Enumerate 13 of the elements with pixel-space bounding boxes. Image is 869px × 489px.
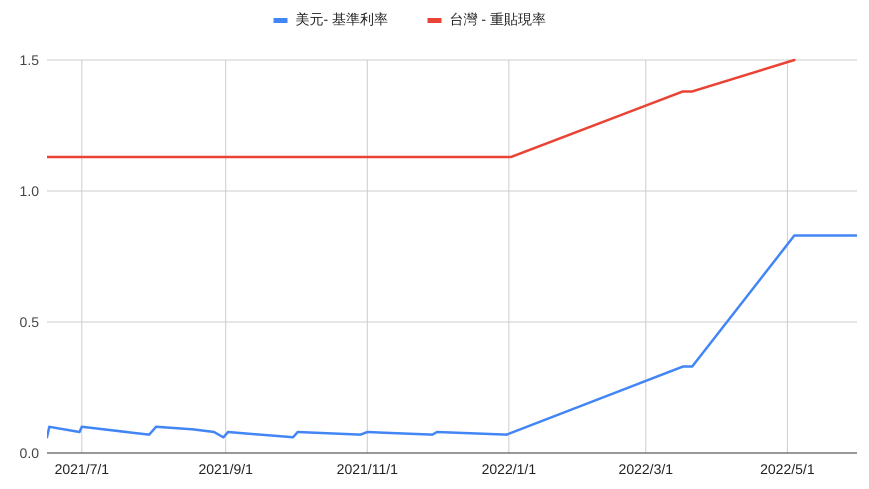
- y-tick-label: 1.5: [20, 52, 40, 68]
- y-tick-label: 0.5: [20, 314, 40, 330]
- x-tick-label: 2022/3/1: [618, 461, 674, 477]
- x-tick-label: 2022/5/1: [760, 461, 815, 477]
- x-tick-label: 2021/9/1: [198, 461, 254, 477]
- legend-label: 台灣 - 重貼現率: [450, 11, 546, 27]
- y-tick-label: 1.0: [20, 183, 40, 199]
- legend-label: 美元- 基準利率: [296, 11, 388, 27]
- x-tick-label: 2022/1/1: [482, 461, 536, 477]
- x-tick-label: 2021/11/1: [336, 461, 398, 477]
- y-tick-label: 0.0: [20, 445, 40, 461]
- line-series: [47, 234, 857, 439]
- x-tick-label: 2021/7/1: [54, 461, 110, 477]
